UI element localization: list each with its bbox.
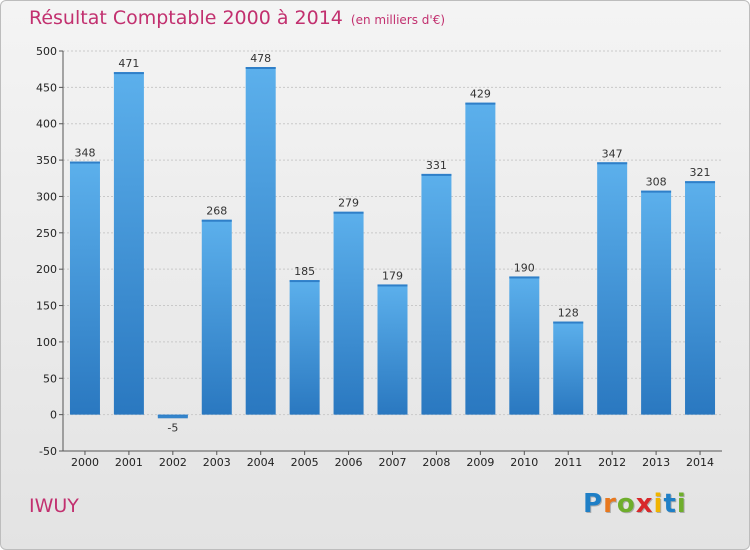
bar: [509, 276, 540, 415]
bar: [289, 280, 320, 415]
bar: [465, 102, 496, 415]
bar-cap: [157, 414, 188, 417]
data-label: -5: [167, 421, 178, 434]
data-label: 348: [74, 147, 95, 160]
y-tick-label: -50: [39, 445, 57, 458]
data-label: 471: [118, 57, 139, 70]
chart-unit-note: (en milliers d'€): [350, 13, 446, 27]
bar-cap: [377, 284, 408, 287]
bar-cap: [465, 102, 496, 105]
x-tick-label: 2003: [203, 456, 231, 469]
bar-cap: [69, 161, 100, 164]
x-tick-label: 2010: [510, 456, 538, 469]
data-label: 308: [646, 176, 667, 189]
bar-cap: [641, 190, 672, 193]
y-tick-label: 350: [36, 154, 57, 167]
x-tick-label: 2001: [115, 456, 143, 469]
x-tick-label: 2005: [291, 456, 319, 469]
x-tick-label: 2012: [598, 456, 626, 469]
bar: [685, 181, 716, 415]
logo-letter: t: [663, 489, 677, 519]
x-tick-label: 2011: [554, 456, 582, 469]
bar: [597, 162, 628, 415]
x-tick-label: 2006: [335, 456, 363, 469]
proxiti-logo: Proxiti: [583, 489, 687, 519]
y-tick-label: 0: [50, 409, 57, 422]
label-layer: 348 471 -5 268 478 185 279 179 331 429 190 128 347 30…: [74, 52, 710, 434]
data-label: 321: [690, 166, 711, 179]
bar: [113, 72, 144, 415]
y-tick-label: 300: [36, 190, 57, 203]
bar: [245, 67, 276, 415]
data-label: 128: [558, 307, 579, 320]
data-label: 190: [514, 261, 535, 274]
y-tick-label: 50: [43, 372, 57, 385]
bar: [641, 190, 672, 415]
chart-title-text: Résultat Comptable 2000 à 2014: [29, 7, 343, 29]
data-label: 185: [294, 265, 315, 278]
data-label: 478: [250, 52, 271, 65]
bar: [69, 161, 100, 415]
logo-letter: i: [653, 489, 664, 519]
x-tick-label: 2004: [247, 456, 275, 469]
x-tick-label: 2009: [466, 456, 494, 469]
y-tick-label: 450: [36, 81, 57, 94]
logo-letter: i: [676, 489, 687, 519]
data-label: 268: [206, 205, 227, 218]
x-tick-label: 2008: [422, 456, 450, 469]
bar-cap: [333, 211, 364, 214]
y-tick-label: 100: [36, 336, 57, 349]
logo-letter: P: [583, 489, 604, 519]
x-tick-label: 2007: [379, 456, 407, 469]
y-tick-label: 250: [36, 227, 57, 240]
data-label: 279: [338, 197, 359, 210]
logo-letter: x: [635, 489, 654, 519]
y-tick-label: 150: [36, 300, 57, 313]
bar: [421, 173, 452, 415]
data-label: 179: [382, 269, 403, 282]
bar-cap: [509, 276, 540, 279]
axis-layer: -50 0 50 100 150 200 250 300 350 400 450 500 2000 200…: [36, 45, 722, 469]
bar-cap: [685, 181, 716, 184]
bar-cap: [289, 280, 320, 283]
bar-cap: [113, 72, 144, 75]
logo-letter: r: [603, 489, 617, 519]
bar-cap: [597, 162, 628, 165]
bar-cap: [201, 219, 232, 222]
x-tick-label: 2000: [71, 456, 99, 469]
logo-letter: o: [616, 489, 636, 519]
bar-cap: [553, 321, 584, 324]
x-tick-label: 2014: [686, 456, 714, 469]
chart-title: Résultat Comptable 2000 à 2014 (en millie…: [29, 7, 445, 29]
commune-name: IWUY: [29, 495, 79, 517]
bar-cap: [421, 173, 452, 176]
data-label: 347: [602, 147, 623, 160]
bar: [333, 211, 364, 415]
y-tick-label: 200: [36, 263, 57, 276]
bar: [553, 321, 584, 415]
bar-layer: [69, 67, 716, 419]
x-tick-label: 2002: [159, 456, 187, 469]
x-tick-label: 2013: [642, 456, 670, 469]
data-label: 429: [470, 88, 491, 101]
y-tick-label: 400: [36, 118, 57, 131]
y-tick-label: 500: [36, 45, 57, 58]
bar-cap: [245, 67, 276, 69]
bar: [201, 219, 232, 415]
bar: [377, 284, 408, 415]
data-label: 331: [426, 159, 447, 172]
